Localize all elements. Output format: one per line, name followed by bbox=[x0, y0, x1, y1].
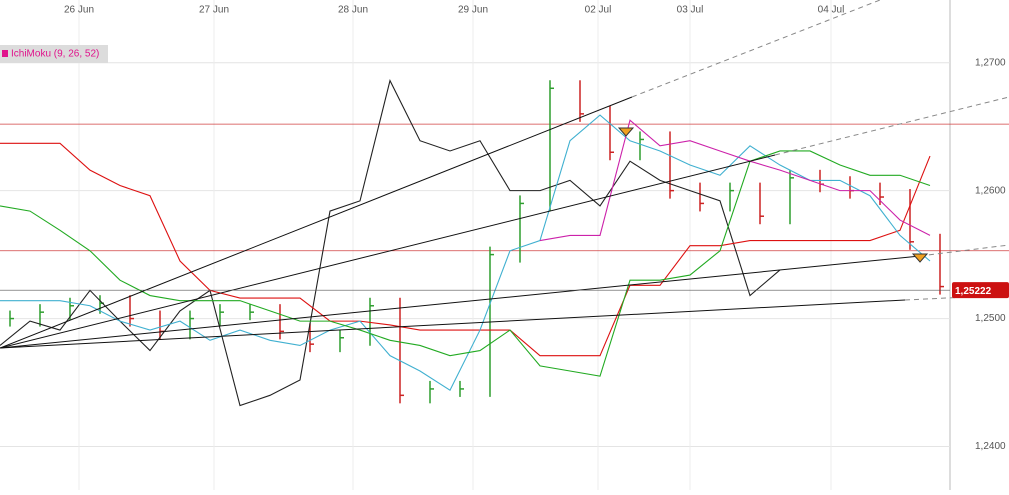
x-tick-label: 27 Jun bbox=[199, 5, 229, 16]
last-price-box bbox=[952, 282, 1009, 299]
x-tick-label: 26 Jun bbox=[64, 5, 94, 16]
x-tick-label: 04 Jul bbox=[818, 5, 845, 16]
indicator-label: IchiMoku (9, 26, 52) bbox=[11, 49, 99, 60]
alert-marker bbox=[617, 127, 635, 137]
series-line bbox=[0, 150, 931, 377]
x-tick-label: 29 Jun bbox=[458, 5, 488, 16]
axis: 1,2400 1,2500 1,2600 1,2700 26 Jun 27 Jun 28 J… bbox=[0, 5, 1009, 452]
trendline bbox=[0, 154, 776, 349]
series-line bbox=[539, 119, 931, 242]
x-tick-label: 03 Jul bbox=[677, 5, 704, 16]
x-tick-label: 02 Jul bbox=[585, 5, 612, 16]
last-price-label: 1,25222 bbox=[955, 286, 992, 297]
trendlines bbox=[0, 0, 1009, 349]
x-tick-label: 28 Jun bbox=[338, 5, 368, 16]
indicator-badge[interactable] bbox=[0, 45, 108, 63]
series-line bbox=[0, 142, 931, 357]
y-tick-label: 1,2700 bbox=[975, 57, 1006, 68]
indicator-swatch bbox=[2, 50, 8, 57]
trendline bbox=[0, 255, 921, 349]
trendline-ext bbox=[774, 96, 1009, 156]
trendline bbox=[0, 96, 633, 349]
grid bbox=[0, 0, 950, 490]
marks bbox=[0, 79, 1009, 407]
trendline bbox=[0, 299, 906, 349]
y-tick-label: 1,2400 bbox=[975, 441, 1006, 452]
trendline-ext bbox=[919, 244, 1009, 257]
y-tick-label: 1,2500 bbox=[975, 313, 1006, 324]
alert-marker bbox=[911, 253, 929, 263]
series-line bbox=[0, 114, 931, 392]
series-line bbox=[0, 79, 781, 407]
y-tick-label: 1,2600 bbox=[975, 185, 1006, 196]
